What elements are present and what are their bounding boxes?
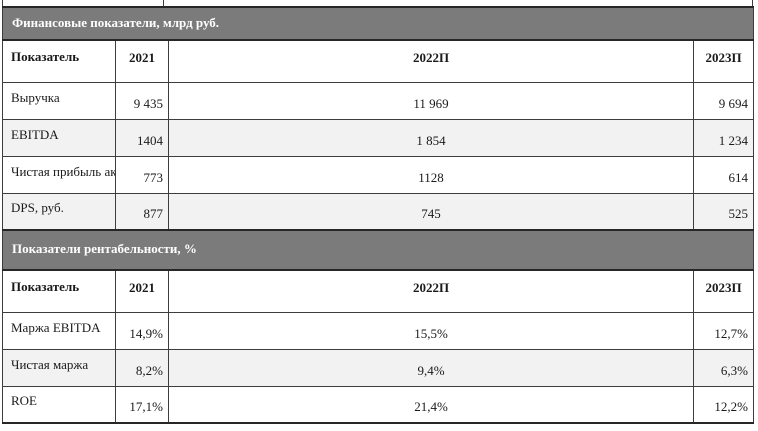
col-header-2023f: 2023П xyxy=(693,269,754,313)
row-label: Чистая маржа xyxy=(2,348,116,387)
cell-2023f: 12,7% xyxy=(693,311,754,350)
table-row-ebitda-margin: Маржа EBITDA 14,9% 15,5% 12,7% xyxy=(2,311,754,350)
col-header-indicator: Показатель xyxy=(2,39,116,83)
cell-2022f: 745 xyxy=(168,192,694,231)
cell-2021: 773 xyxy=(115,155,169,194)
section-title: Финансовые показатели, млрд руб. xyxy=(2,6,754,41)
cell-2021: 17,1% xyxy=(115,385,169,424)
table-row-ebitda: EBITDA 1404 1 854 1 234 xyxy=(2,118,754,157)
financials-table: Финансовые показатели, млрд руб. Показат… xyxy=(2,6,754,424)
table-row-net-profit: Чистая прибыль акц. 773 1128 614 xyxy=(2,155,754,194)
row-label: EBITDA xyxy=(2,118,116,157)
cell-2021: 8,2% xyxy=(115,348,169,387)
section-header-profitability: Показатели рентабельности, % xyxy=(2,229,754,271)
table1-header-row: Показатель 2021 2022П 2023П xyxy=(2,39,754,83)
cell-2023f: 9 694 xyxy=(693,81,754,120)
section-header-financial: Финансовые показатели, млрд руб. xyxy=(2,6,754,41)
cell-2021: 1404 xyxy=(115,118,169,157)
col-header-2021: 2021 xyxy=(115,39,169,83)
cell-2023f: 614 xyxy=(693,155,754,194)
table2-header-row: Показатель 2021 2022П 2023П xyxy=(2,269,754,313)
cell-2022f: 15,5% xyxy=(168,311,694,350)
cell-2022f: 21,4% xyxy=(168,385,694,424)
row-label: ROE xyxy=(2,385,116,424)
cell-2022f: 1128 xyxy=(168,155,694,194)
row-label: Выручка xyxy=(2,81,116,120)
table-row-revenue: Выручка 9 435 11 969 9 694 xyxy=(2,81,754,120)
col-header-2022f: 2022П xyxy=(168,39,694,83)
cell-2021: 9 435 xyxy=(115,81,169,120)
cell-2022f: 1 854 xyxy=(168,118,694,157)
section-title: Показатели рентабельности, % xyxy=(2,229,754,271)
col-header-2023f: 2023П xyxy=(693,39,754,83)
cell-2023f: 525 xyxy=(693,192,754,231)
table-row-net-margin: Чистая маржа 8,2% 9,4% 6,3% xyxy=(2,348,754,387)
row-label: DPS, руб. xyxy=(2,192,116,231)
partial-row-divider xyxy=(163,0,164,6)
col-header-2021: 2021 xyxy=(115,269,169,313)
row-label: Маржа EBITDA xyxy=(2,311,116,350)
previous-table-partial-row xyxy=(2,0,753,6)
cell-2021: 14,9% xyxy=(115,311,169,350)
cell-2022f: 9,4% xyxy=(168,348,694,387)
row-label: Чистая прибыль акц. xyxy=(2,155,116,194)
table-row-dps: DPS, руб. 877 745 525 xyxy=(2,192,754,231)
table-row-roe: ROE 17,1% 21,4% 12,2% xyxy=(2,385,754,424)
cell-2023f: 12,2% xyxy=(693,385,754,424)
cell-2023f: 6,3% xyxy=(693,348,754,387)
cell-2022f: 11 969 xyxy=(168,81,694,120)
col-header-2022f: 2022П xyxy=(168,269,694,313)
cell-2021: 877 xyxy=(115,192,169,231)
cell-2023f: 1 234 xyxy=(693,118,754,157)
col-header-indicator: Показатель xyxy=(2,269,116,313)
